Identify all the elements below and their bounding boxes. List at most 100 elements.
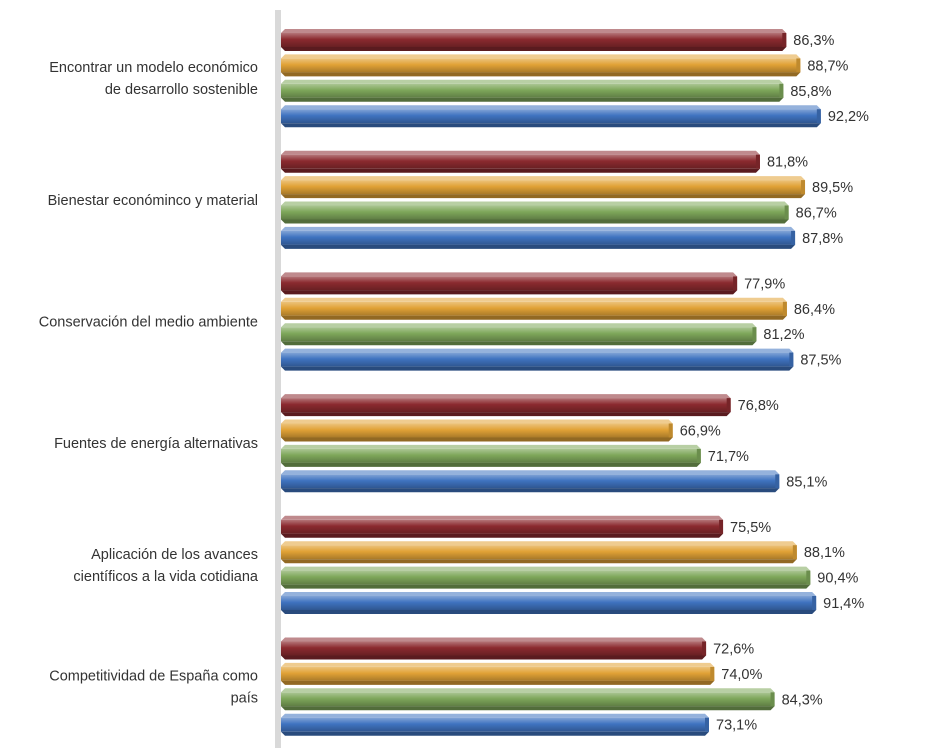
bar-top-bevel <box>281 662 715 667</box>
bars-layer: 86,3% 88,7% 85,8% 92,2% 81,8%89,5% 86,7% 87,8%… <box>281 29 869 736</box>
bar-end-bevel <box>796 58 801 73</box>
bar-top-bevel <box>281 54 801 59</box>
bar-face <box>281 58 801 73</box>
value-label: 89,5% <box>812 180 853 196</box>
bar-face <box>281 545 797 560</box>
bar <box>281 688 775 711</box>
bar-end-bevel <box>779 83 784 98</box>
bar <box>281 394 731 417</box>
bar-face <box>281 474 780 489</box>
bar-top-bevel <box>281 272 738 277</box>
y-axis-line <box>275 10 281 748</box>
bar-bottom-bevel <box>281 72 801 77</box>
bar-end-bevel <box>775 474 780 489</box>
value-label: 87,5% <box>800 353 841 369</box>
bar-end-bevel <box>789 352 794 367</box>
bar-bottom-bevel <box>281 341 757 346</box>
bar-bottom-bevel <box>281 533 724 538</box>
bar-top-bevel <box>281 105 821 110</box>
bar-face <box>281 205 789 220</box>
bar-bottom-bevel <box>281 655 707 660</box>
bar-face <box>281 423 673 438</box>
value-label: 76,8% <box>738 398 779 414</box>
bar-bottom-bevel <box>281 315 787 320</box>
bar-end-bevel <box>726 398 731 413</box>
value-label: 71,7% <box>708 449 749 465</box>
bar <box>281 201 789 224</box>
bar-end-bevel <box>806 570 811 585</box>
bar-end-bevel <box>696 448 701 463</box>
bar-end-bevel <box>816 109 821 124</box>
bar <box>281 272 738 295</box>
value-label: 75,5% <box>730 520 771 536</box>
value-label: 74,0% <box>721 667 762 683</box>
bar-top-bevel <box>281 419 673 424</box>
bar-bottom-bevel <box>281 610 817 614</box>
bar-top-bevel <box>281 323 757 328</box>
category-label: científicos a la vida cotidiana <box>73 569 259 585</box>
bar-end-bevel <box>784 205 789 220</box>
bar-top-bevel <box>281 592 817 596</box>
bar-bottom-bevel <box>281 244 796 249</box>
bar-face <box>281 519 724 534</box>
value-label: 85,1% <box>786 474 827 490</box>
bar-top-bevel <box>281 29 787 33</box>
bar-end-bevel <box>702 641 707 656</box>
bar-bottom-bevel <box>281 194 806 199</box>
bar-end-bevel <box>705 717 710 732</box>
bar <box>281 297 787 320</box>
value-label: 72,6% <box>713 642 754 658</box>
bar-bottom-bevel <box>281 731 710 736</box>
bar-end-bevel <box>782 33 787 47</box>
bar-end-bevel <box>770 692 775 707</box>
value-label: 90,4% <box>817 571 858 587</box>
bar <box>281 541 797 564</box>
bar-bottom-bevel <box>281 584 811 589</box>
bar-face <box>281 596 817 610</box>
value-label: 91,4% <box>823 596 864 612</box>
bar-bottom-bevel <box>281 290 738 295</box>
bar-face <box>281 109 821 124</box>
bar-top-bevel <box>281 348 794 353</box>
bar-end-bevel <box>719 519 724 534</box>
value-label: 86,4% <box>794 302 835 318</box>
bar <box>281 592 817 614</box>
bar <box>281 54 801 77</box>
bar-bottom-bevel <box>281 97 784 102</box>
bar <box>281 29 787 51</box>
bar-end-bevel <box>782 301 787 316</box>
category-label: Encontrar un modelo económico <box>49 60 258 76</box>
bar-end-bevel <box>791 230 796 245</box>
bar <box>281 176 806 199</box>
bar <box>281 79 784 102</box>
bar-bottom-bevel <box>281 437 673 442</box>
bar <box>281 637 707 660</box>
bar-face <box>281 154 760 169</box>
bar-end-bevel <box>733 276 738 291</box>
bar-bottom-bevel <box>281 123 821 128</box>
bar-bottom-bevel <box>281 168 760 173</box>
bar-top-bevel <box>281 688 775 693</box>
bar <box>281 444 701 467</box>
bar-end-bevel <box>755 154 760 169</box>
bar-bottom-bevel <box>281 706 775 711</box>
category-label: Competitividad de España como <box>49 669 258 685</box>
bar-face <box>281 301 787 316</box>
value-label: 77,9% <box>744 276 785 292</box>
bar-face <box>281 398 731 413</box>
bar-top-bevel <box>281 637 707 642</box>
bar-face <box>281 327 757 342</box>
bar-top-bevel <box>281 297 787 302</box>
value-label: 88,7% <box>807 58 848 74</box>
value-label: 87,8% <box>802 231 843 247</box>
bar <box>281 662 715 685</box>
bar-face <box>281 33 787 47</box>
category-labels-layer: Encontrar un modelo económico de desarrol… <box>39 60 259 706</box>
bar <box>281 566 811 589</box>
bar <box>281 713 710 736</box>
bar-top-bevel <box>281 541 797 546</box>
value-label: 92,2% <box>828 109 869 125</box>
bar-bottom-bevel <box>281 366 794 371</box>
bar-top-bevel <box>281 713 710 718</box>
bar-top-bevel <box>281 515 724 520</box>
